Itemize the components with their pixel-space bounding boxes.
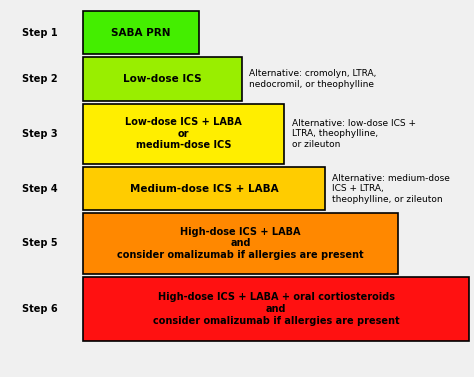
Text: High-dose ICS + LABA
and
consider omalizumab if allergies are present: High-dose ICS + LABA and consider omaliz… xyxy=(117,227,364,260)
Text: Low-dose ICS: Low-dose ICS xyxy=(123,74,201,84)
FancyBboxPatch shape xyxy=(83,104,284,164)
Text: High-dose ICS + LABA + oral cortiosteroids
and
consider omalizumab if allergies : High-dose ICS + LABA + oral cortiosteroi… xyxy=(153,293,400,326)
FancyBboxPatch shape xyxy=(83,213,398,274)
FancyBboxPatch shape xyxy=(83,11,199,54)
Text: Alternative: medium-dose
ICS + LTRA,
theophylline, or zileuton: Alternative: medium-dose ICS + LTRA, the… xyxy=(332,174,450,204)
Text: Step 2: Step 2 xyxy=(22,74,58,84)
Text: Step 3: Step 3 xyxy=(22,129,58,139)
Text: Low-dose ICS + LABA
or
medium-dose ICS: Low-dose ICS + LABA or medium-dose ICS xyxy=(125,117,242,150)
Text: Alternative: low-dose ICS +
LTRA, theophylline,
or zileuton: Alternative: low-dose ICS + LTRA, theoph… xyxy=(292,119,416,149)
FancyBboxPatch shape xyxy=(83,167,325,210)
Text: SABA PRN: SABA PRN xyxy=(111,28,171,38)
FancyBboxPatch shape xyxy=(83,57,242,101)
Text: Step 6: Step 6 xyxy=(22,304,58,314)
FancyBboxPatch shape xyxy=(83,277,469,342)
Text: Step 5: Step 5 xyxy=(22,238,58,248)
Text: Step 1: Step 1 xyxy=(22,28,58,38)
Text: Alternative: cromolyn, LTRA,
nedocromil, or theophylline: Alternative: cromolyn, LTRA, nedocromil,… xyxy=(249,69,376,89)
Text: Medium-dose ICS + LABA: Medium-dose ICS + LABA xyxy=(129,184,278,194)
Text: Step 4: Step 4 xyxy=(22,184,58,194)
